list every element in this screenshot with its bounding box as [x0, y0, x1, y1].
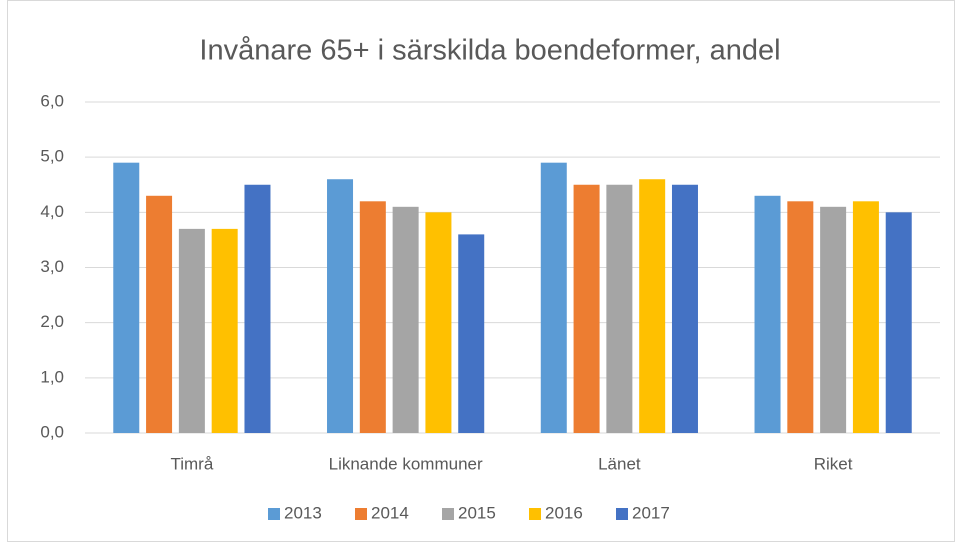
bar — [359, 201, 386, 433]
bar — [244, 184, 271, 433]
chart-title: Invånare 65+ i särskilda boendeformer, a… — [199, 35, 780, 67]
x-tick-label: Timrå — [170, 454, 213, 473]
y-tick-label: 1,0 — [40, 367, 64, 386]
bar — [639, 179, 666, 433]
bar — [754, 195, 781, 433]
bar — [573, 184, 600, 433]
y-tick-label: 6,0 — [40, 91, 64, 110]
legend-swatch — [268, 508, 280, 520]
bar — [820, 206, 847, 433]
bar — [852, 201, 879, 433]
y-tick-label: 2,0 — [40, 312, 64, 331]
legend-label: 2015 — [458, 503, 496, 522]
y-tick-label: 5,0 — [40, 147, 64, 166]
legend-label: 2016 — [545, 503, 583, 522]
x-tick-label: Länet — [598, 454, 641, 473]
bar — [211, 228, 238, 433]
legend-label: 2017 — [632, 503, 670, 522]
legend-swatch — [616, 508, 628, 520]
bar — [787, 201, 814, 433]
bar — [425, 212, 452, 433]
bar — [113, 162, 140, 433]
x-tick-label: Liknande kommuner — [329, 454, 483, 473]
bar — [885, 212, 912, 433]
legend-swatch — [355, 508, 367, 520]
legend-label: 2014 — [371, 503, 409, 522]
legend-swatch — [529, 508, 541, 520]
bar — [540, 162, 567, 433]
bar — [458, 234, 485, 433]
bar — [327, 179, 354, 433]
y-tick-label: 0,0 — [40, 422, 64, 441]
bar — [146, 195, 173, 433]
bar — [671, 184, 698, 433]
bar — [606, 184, 633, 433]
legend-swatch — [442, 508, 454, 520]
bar — [178, 228, 205, 433]
legend-label: 2013 — [284, 503, 322, 522]
y-tick-label: 4,0 — [40, 202, 64, 221]
y-tick-label: 3,0 — [40, 257, 64, 276]
x-tick-label: Riket — [814, 454, 853, 473]
bar — [392, 206, 419, 433]
